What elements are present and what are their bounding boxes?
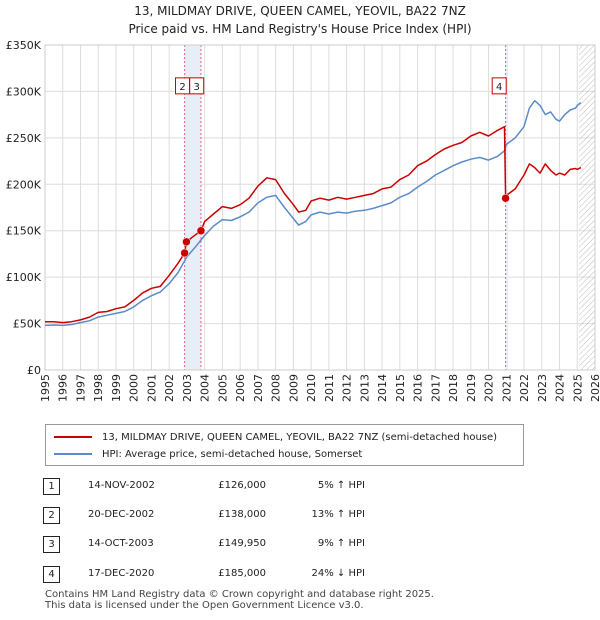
marker-box-label: 4	[496, 82, 502, 93]
x-tick-label: 1995	[39, 374, 52, 402]
sale-marker-3	[196, 226, 206, 236]
y-tick-label: £150K	[6, 225, 42, 238]
legend-price-swatch	[54, 436, 92, 438]
sale-price: £138,000	[218, 509, 266, 520]
marker-box-label: 2	[179, 82, 185, 93]
sale-row: 2 20-DEC-2002 £138,000 13% ↑ HPI	[40, 507, 580, 527]
footer-licence: This data is licensed under the Open Gov…	[45, 600, 364, 611]
sale-marker-1	[180, 248, 189, 258]
x-tick-label: 2011	[323, 374, 336, 402]
legend: 13, MILDMAY DRIVE, QUEEN CAMEL, YEOVIL, …	[45, 424, 524, 466]
sale-number: 1	[43, 478, 60, 495]
sale-date: 14-NOV-2002	[88, 480, 155, 491]
marker-box-label: 3	[194, 82, 200, 93]
y-tick-label: £0	[27, 364, 41, 377]
legend-item-price: 13, MILDMAY DRIVE, QUEEN CAMEL, YEOVIL, …	[54, 430, 497, 444]
x-tick-label: 2022	[518, 374, 531, 402]
footer: Contains HM Land Registry data © Crown c…	[45, 589, 434, 611]
x-tick-label: 2007	[252, 374, 265, 402]
x-tick-label: 2015	[394, 374, 407, 402]
sale-row: 3 14-OCT-2003 £149,950 9% ↑ HPI	[40, 536, 580, 556]
x-tick-label: 2017	[429, 374, 442, 402]
x-tick-label: 2018	[447, 374, 460, 402]
price-chart: £0 £50K £100K £150K £200K £250K £300K £350K 1995…	[6, 39, 600, 402]
x-tick-label: 2025	[571, 374, 584, 402]
x-tick-label: 1998	[92, 374, 105, 402]
forecast-hatch-area	[579, 45, 595, 370]
x-tick-label: 2009	[287, 374, 300, 402]
title-subtitle: Price paid vs. HM Land Registry's House …	[128, 22, 472, 36]
x-tick-label: 2006	[234, 374, 247, 402]
hpi-line	[44, 99, 582, 327]
x-tick-label: 2020	[483, 374, 496, 402]
x-tick-label: 2021	[500, 374, 513, 402]
x-tick-label: 2019	[465, 374, 478, 402]
legend-hpi-label: HPI: Average price, semi-detached house,…	[102, 448, 363, 460]
y-tick-label: £100K	[6, 271, 42, 284]
sale-hpi-diff: 24% ↓ HPI	[311, 568, 365, 579]
y-tick-label: £350K	[6, 39, 42, 52]
x-tick-label: 2008	[270, 374, 283, 402]
x-tick-label: 2001	[145, 374, 158, 402]
forecast-hatch	[579, 45, 595, 370]
plot-border	[44, 44, 596, 371]
x-tick-label: 1997	[74, 374, 87, 402]
x-tick-label: 2002	[163, 374, 176, 402]
sale-number: 4	[43, 566, 60, 583]
sale-hpi-diff: 5% ↑ HPI	[317, 480, 365, 491]
axes: £0 £50K £100K £150K £200K £250K £300K £350K 1995…	[6, 39, 600, 402]
y-tick-label: £50K	[13, 318, 42, 331]
sale-marker-4	[501, 193, 510, 203]
marker-box-4	[491, 77, 507, 95]
x-tick-label: 2023	[536, 374, 549, 402]
x-tick-label: 2014	[376, 374, 389, 402]
x-tick-label: 2004	[199, 374, 212, 402]
sale-marker-2	[182, 237, 191, 247]
sale-date: 14-OCT-2003	[88, 538, 154, 549]
sale-date: 20-DEC-2002	[88, 509, 155, 520]
sale-number: 2	[43, 507, 60, 524]
x-tick-label: 2003	[181, 374, 194, 402]
sale-number: 3	[43, 536, 60, 553]
title-address: 13, MILDMAY DRIVE, QUEEN CAMEL, YEOVIL, …	[134, 4, 466, 18]
y-tick-label: £300K	[6, 85, 42, 98]
sale-date: 17-DEC-2020	[88, 568, 155, 579]
sale-band	[184, 45, 201, 370]
sale-hpi-diff: 9% ↑ HPI	[317, 538, 365, 549]
x-tick-label: 2000	[128, 374, 141, 402]
footer-copyright: Contains HM Land Registry data © Crown c…	[45, 589, 434, 600]
sale-band	[505, 45, 509, 370]
sale-price: £149,950	[218, 538, 266, 549]
sale-bands	[184, 45, 509, 370]
y-tick-label: £200K	[6, 178, 42, 191]
legend-item-hpi: HPI: Average price, semi-detached house,…	[54, 447, 362, 461]
sale-hpi-diff: 13% ↑ HPI	[311, 509, 365, 520]
x-tick-label: 1999	[110, 374, 123, 402]
x-tick-label: 2010	[305, 374, 318, 402]
sale-markers	[180, 193, 510, 258]
sale-row: 4 17-DEC-2020 £185,000 24% ↓ HPI	[40, 566, 580, 586]
legend-hpi-swatch	[54, 453, 92, 455]
x-tick-label: 2013	[358, 374, 371, 402]
x-tick-label: 2026	[589, 374, 600, 402]
chart-title: 13, MILDMAY DRIVE, QUEEN CAMEL, YEOVIL, …	[0, 2, 600, 38]
marker-box-3	[189, 77, 205, 95]
x-tick-label: 2005	[216, 374, 229, 402]
series-lines	[44, 99, 582, 327]
sale-row: 1 14-NOV-2002 £126,000 5% ↑ HPI	[40, 478, 580, 498]
x-tick-label: 1996	[57, 374, 70, 402]
sale-price: £185,000	[218, 568, 266, 579]
x-tick-label: 2012	[341, 374, 354, 402]
grid	[44, 44, 596, 371]
price-paid-line	[45, 125, 582, 324]
x-tick-label: 2016	[412, 374, 425, 402]
legend-price-label: 13, MILDMAY DRIVE, QUEEN CAMEL, YEOVIL, …	[102, 431, 498, 443]
sale-price: £126,000	[218, 480, 266, 491]
y-tick-label: £250K	[6, 132, 42, 145]
x-tick-label: 2024	[554, 374, 567, 402]
